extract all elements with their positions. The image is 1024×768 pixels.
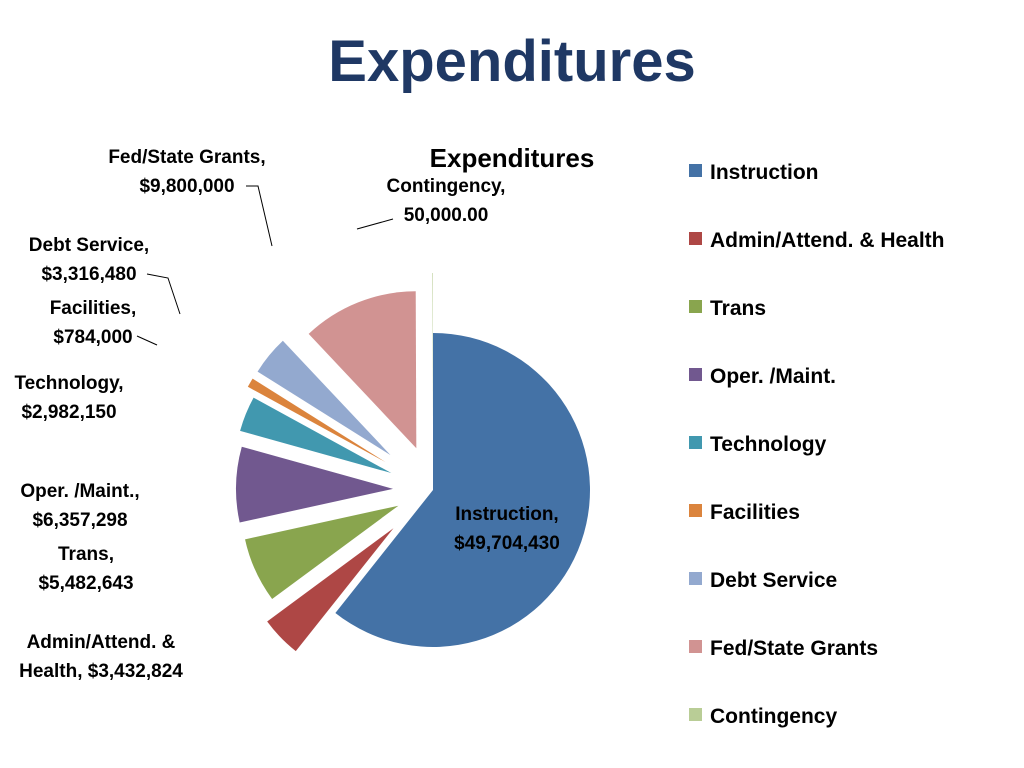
legend-label: Contingency <box>710 705 837 728</box>
chart-title: Expenditures <box>430 143 595 173</box>
legend-label: Admin/Attend. & Health <box>710 229 945 252</box>
legend-swatch <box>689 164 702 177</box>
pie-slice-instruction <box>335 333 590 647</box>
data-label-technology: Technology, $2,982,150 <box>14 373 123 423</box>
legend-label: Technology <box>710 433 827 456</box>
pie-slice-fed-state-grants <box>308 291 417 449</box>
legend-swatch <box>689 708 702 721</box>
legend-swatch <box>689 436 702 449</box>
pie-slice-contingency <box>432 273 433 431</box>
legend-swatch <box>689 232 702 245</box>
slide-title: Expenditures <box>328 29 696 94</box>
legend-label: Instruction <box>710 161 819 184</box>
leader-line <box>146 273 181 315</box>
pie-slice-facilities <box>247 378 386 463</box>
data-label-oper-maint: Oper. /Maint., $6,357,298 <box>20 481 139 531</box>
leader-line <box>246 185 273 247</box>
pie-slice-oper-maint <box>236 446 394 523</box>
legend-label: Oper. /Maint. <box>710 365 836 388</box>
leader-line <box>136 335 158 346</box>
data-label-instruction: Instruction, $49,704,430 <box>454 504 560 554</box>
legend-swatch <box>689 504 702 517</box>
leader-line <box>356 218 394 230</box>
data-label-debt-service: Debt Service, $3,316,480 <box>29 235 149 285</box>
legend-swatch <box>689 640 702 653</box>
pie-slice-trans <box>245 505 399 599</box>
data-label-trans: Trans, $5,482,643 <box>38 544 133 594</box>
data-label-facilities: Facilities, $784,000 <box>50 298 137 348</box>
data-label-fed-state-grants: Fed/State Grants, $9,800,000 <box>108 147 265 197</box>
pie-slice-debt-service <box>257 340 391 456</box>
legend-swatch <box>689 300 702 313</box>
legend-label: Fed/State Grants <box>710 637 878 660</box>
legend-label: Debt Service <box>710 569 837 592</box>
pie-slice-technology <box>240 397 392 474</box>
legend: Instruction Admin/Attend. & Health Trans Op… <box>689 161 945 728</box>
legend-swatch <box>689 572 702 585</box>
legend-label: Trans <box>710 297 766 320</box>
pie-slice-admin-attend-health <box>267 528 394 652</box>
data-label-admin-attend-health: Admin/Attend. & Health, $3,432,824 <box>19 632 183 682</box>
legend-swatch <box>689 368 702 381</box>
data-label-contingency: Contingency, 50,000.00 <box>387 176 506 226</box>
legend-label: Facilities <box>710 501 800 524</box>
